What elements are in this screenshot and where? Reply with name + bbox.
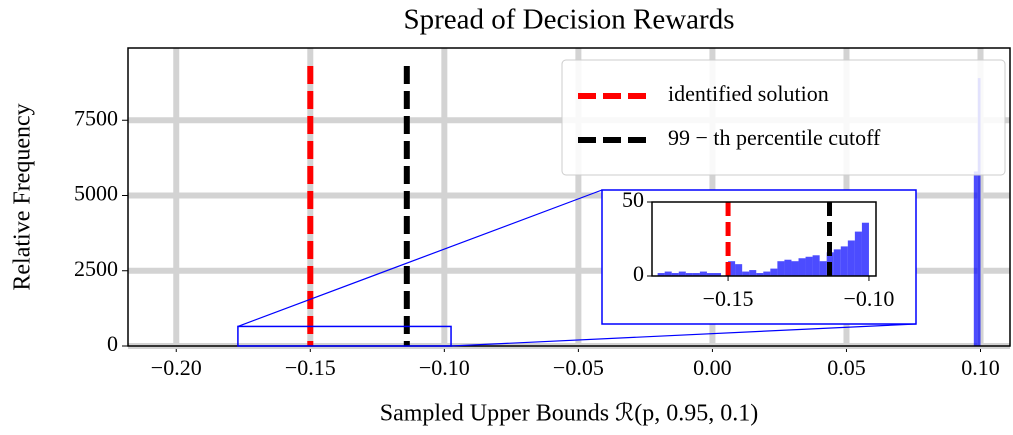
bar: [798, 258, 806, 276]
chart-title: Spread of Decision Rewards: [404, 4, 735, 36]
bar: [671, 273, 679, 276]
y-tick-label: 5000: [74, 181, 118, 206]
bar: [713, 273, 722, 276]
bar: [777, 261, 785, 276]
bar: [840, 246, 848, 276]
y-tick-label: 2500: [74, 256, 118, 281]
legend-label: identified solution: [668, 81, 829, 106]
legend: identified solution 99 − th percentile cu…: [561, 59, 1006, 176]
y-tick-label: 0: [107, 331, 118, 356]
x-tick-label: 0.00: [693, 355, 732, 380]
inset-y-tick-label: 0: [633, 261, 644, 286]
y-axis-label: Relative Frequency: [10, 103, 36, 290]
bar: [791, 261, 799, 276]
inset-y-tick-label: 50: [622, 187, 644, 212]
x-tick-label: −0.15: [285, 355, 336, 380]
bar: [977, 78, 981, 346]
bar: [742, 271, 750, 276]
legend-label: 99 − th percentile cutoff: [668, 125, 881, 150]
x-tick-label: −0.05: [553, 355, 604, 380]
bar: [749, 270, 757, 276]
x-tick-label: 0.05: [827, 355, 866, 380]
x-tick-label: 0.10: [961, 355, 1000, 380]
bar: [756, 273, 764, 276]
bar: [706, 273, 714, 276]
bar: [861, 222, 869, 276]
bar: [692, 273, 700, 276]
bar: [657, 273, 665, 276]
inset-frame: [651, 201, 877, 277]
bar: [664, 271, 672, 276]
inset-x-tick-label: −0.15: [703, 286, 754, 311]
bar: [812, 255, 820, 276]
bar: [819, 261, 827, 276]
bar: [784, 259, 792, 276]
axes-frame: [127, 47, 1011, 347]
x-tick-label: −0.10: [419, 355, 470, 380]
bar: [847, 240, 855, 276]
bar: [833, 249, 841, 276]
zoom-connector: [237, 189, 603, 327]
x-axis-label: Sampled Upper Bounds ℛ(p, 0.95, 0.1): [380, 401, 758, 427]
bar: [770, 268, 778, 276]
bar: [805, 256, 813, 276]
bar: [685, 273, 693, 276]
y-tick-label: 7500: [74, 105, 118, 130]
bar: [728, 261, 736, 276]
zoom-connector: [451, 323, 917, 347]
bar: [973, 171, 978, 346]
legend-box: [561, 59, 1006, 176]
inset-x-tick-label: −0.10: [843, 286, 894, 311]
bar: [735, 264, 743, 276]
bar: [854, 231, 862, 276]
bar: [678, 271, 686, 276]
bar: [763, 271, 771, 276]
bar: [699, 271, 707, 276]
x-tick-label: −0.20: [151, 355, 202, 380]
zoom-box: [237, 325, 452, 347]
